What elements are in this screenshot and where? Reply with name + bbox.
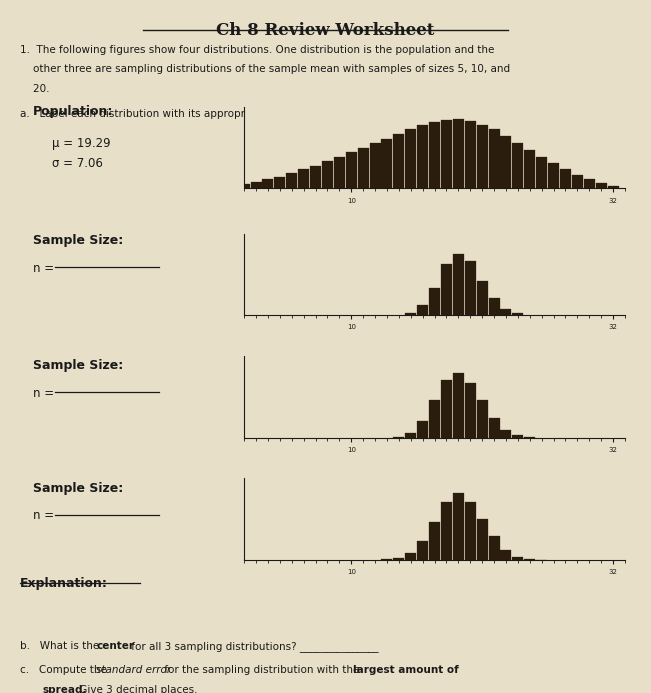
Bar [512,435,523,438]
Bar [465,383,476,438]
Text: n =: n = [33,387,57,400]
Bar [406,432,416,438]
Bar [560,169,571,188]
Bar [465,502,476,560]
Bar [406,313,416,315]
Bar [441,502,452,560]
Bar [441,264,452,315]
Bar [334,157,345,188]
Text: for all 3 sampling distributions? _______________: for all 3 sampling distributions? ______… [128,641,378,652]
Bar [429,401,440,438]
Text: largest amount of: largest amount of [353,665,458,675]
Bar [417,305,428,315]
Bar [274,177,285,188]
Bar [501,550,512,560]
Bar [572,175,583,188]
Bar [406,553,416,560]
Text: other three are sampling distributions of the sample mean with samples of sizes : other three are sampling distributions o… [20,64,510,74]
Text: Sample Size:: Sample Size: [33,359,123,372]
Bar [501,136,512,188]
Bar [322,161,333,188]
Bar [512,556,523,560]
Bar [346,152,357,188]
Text: n =: n = [33,262,57,275]
Text: b.   What is the: b. What is the [20,641,102,651]
Bar [298,169,309,188]
Bar [441,121,452,188]
Text: 20.: 20. [20,84,49,94]
Bar [393,558,404,560]
Bar [239,184,249,188]
Text: c.   Compute the: c. Compute the [20,665,109,675]
Bar [512,313,523,315]
Text: center: center [96,641,134,651]
Bar [417,421,428,438]
Bar [453,493,464,560]
Bar [524,150,535,188]
Bar [607,186,618,188]
Text: Give 3 decimal places.: Give 3 decimal places. [76,685,198,693]
Bar [477,281,488,315]
Bar [477,401,488,438]
Bar [381,139,393,188]
Text: for the sampling distribution with the: for the sampling distribution with the [161,665,363,675]
Text: Explanation:: Explanation: [20,577,107,590]
Bar [370,143,381,188]
Text: Sample Size:: Sample Size: [33,234,123,247]
Bar [536,157,547,188]
Text: Sample Size:: Sample Size: [33,482,123,495]
Text: μ = 19.29: μ = 19.29 [52,137,111,150]
Bar [488,130,499,188]
Bar [357,148,368,188]
Text: Ch 8 Review Worksheet: Ch 8 Review Worksheet [216,22,435,40]
Bar [488,298,499,315]
Text: σ = 7.06: σ = 7.06 [52,157,103,170]
Bar [584,179,595,188]
Bar [488,536,499,560]
Bar [477,519,488,560]
Bar [262,179,273,188]
Bar [453,119,464,188]
Text: 1.  The following figures show four distributions. One distribution is the popul: 1. The following figures show four distr… [20,45,494,55]
Bar [429,288,440,315]
Bar [512,143,523,188]
Bar [393,437,404,438]
Bar [251,182,262,188]
Text: Population:: Population: [33,105,113,119]
Text: spread.: spread. [42,685,87,693]
Bar [393,134,404,188]
Bar [596,183,607,188]
Bar [465,121,476,188]
Text: a.   Label each distribution with its appropriate sample size.: a. Label each distribution with its appr… [20,109,336,119]
Bar [501,430,512,438]
Bar [477,125,488,188]
Bar [453,254,464,315]
Text: Explain how you can tell.: Explain how you can tell. [307,109,454,119]
Bar [441,380,452,438]
Bar [453,374,464,438]
Bar [429,523,440,560]
Bar [429,122,440,188]
Text: n =: n = [33,509,57,523]
Bar [406,130,416,188]
Bar [417,125,428,188]
Bar [548,163,559,188]
Bar [501,308,512,315]
Bar [310,166,321,188]
Bar [488,417,499,438]
Bar [524,559,535,560]
Text: standard error: standard error [96,665,171,675]
Bar [286,173,298,188]
Bar [417,541,428,560]
Bar [465,261,476,315]
